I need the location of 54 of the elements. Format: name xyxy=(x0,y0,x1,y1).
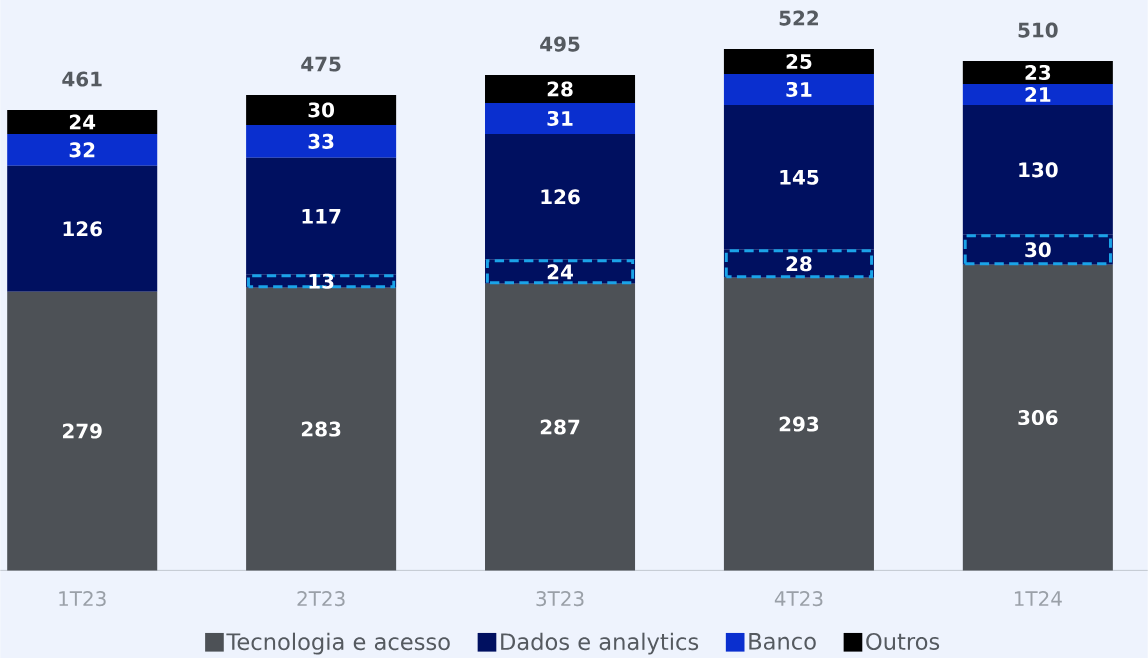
x-tick-label: 3T23 xyxy=(536,590,584,606)
data-label: 31 xyxy=(786,81,812,97)
data-label: 293 xyxy=(779,416,819,432)
bar xyxy=(723,277,874,571)
data-label: 28 xyxy=(547,81,573,97)
bar xyxy=(7,133,158,166)
data-label: 28 xyxy=(786,256,812,272)
data-label: 126 xyxy=(541,189,580,205)
data-label: 126 xyxy=(63,221,102,237)
bar xyxy=(962,83,1113,105)
data-label: 145 xyxy=(780,169,819,185)
data-label: 21 xyxy=(1025,86,1051,102)
data-label: 24 xyxy=(547,264,573,279)
data-label: 117 xyxy=(302,208,341,224)
total-label: 522 xyxy=(779,10,818,26)
data-label: 13 xyxy=(309,273,334,289)
legend-label: Banco xyxy=(749,632,816,650)
x-tick-label: 1T24 xyxy=(1014,590,1062,606)
data-label: 279 xyxy=(63,423,102,439)
bar xyxy=(723,73,874,105)
total-label: 510 xyxy=(1018,22,1058,38)
bar xyxy=(485,74,636,103)
bar xyxy=(7,109,158,134)
bar xyxy=(7,291,158,571)
bar xyxy=(485,102,636,134)
data-label: 23 xyxy=(1025,64,1051,80)
bar xyxy=(962,60,1113,84)
data-label: 31 xyxy=(547,110,573,126)
bar xyxy=(246,94,397,125)
total-label: 475 xyxy=(301,56,341,72)
bar xyxy=(246,287,397,571)
data-label: 283 xyxy=(301,421,341,437)
data-label: 33 xyxy=(308,133,334,149)
data-label: 30 xyxy=(308,102,335,118)
x-tick-label: 2T23 xyxy=(297,590,345,606)
total-label: 495 xyxy=(540,36,580,52)
bar xyxy=(485,283,636,571)
total-label: 461 xyxy=(62,71,102,87)
data-label: 130 xyxy=(1019,162,1058,178)
bar xyxy=(7,165,158,292)
data-label: 30 xyxy=(1025,242,1051,258)
data-label: 287 xyxy=(540,419,580,435)
data-label: 24 xyxy=(69,114,96,130)
data-label: 306 xyxy=(1018,409,1058,425)
legend-label: Dados e analytics xyxy=(501,632,699,655)
bar xyxy=(962,264,1113,571)
legend-label: Outros xyxy=(866,632,940,650)
bar xyxy=(723,48,874,74)
x-tick-label: 4T23 xyxy=(774,590,823,606)
data-label: 25 xyxy=(786,53,812,69)
legend-label: Tecnologia e acesso xyxy=(226,632,450,655)
x-tick-label: 1T23 xyxy=(59,590,106,606)
data-label: 32 xyxy=(69,142,95,158)
bar xyxy=(246,124,397,158)
